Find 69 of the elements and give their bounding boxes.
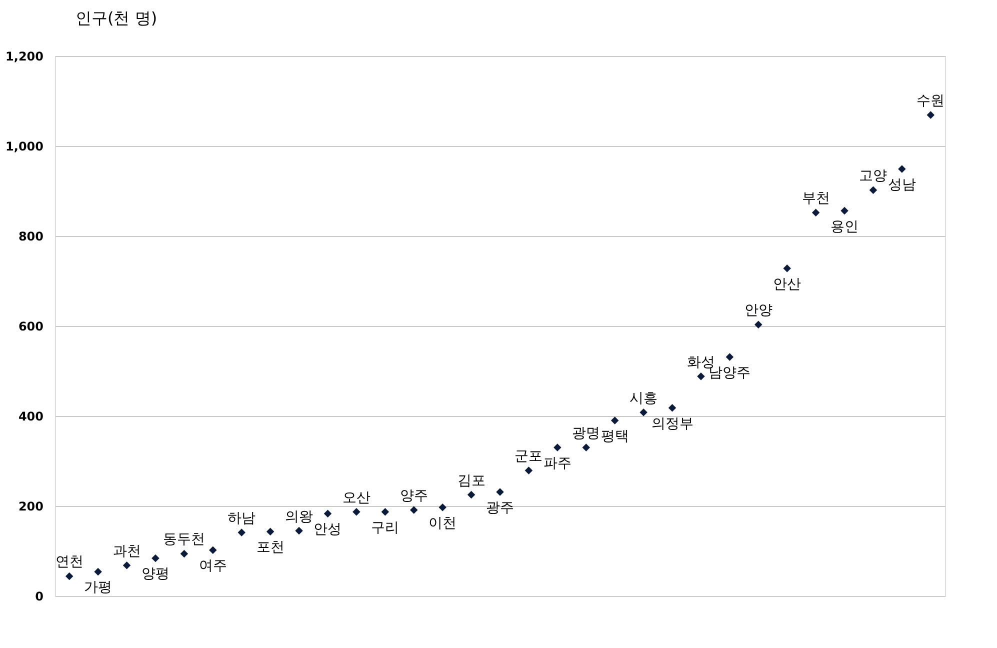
- point: [352, 508, 360, 516]
- point: [266, 528, 274, 536]
- y-tick-label: 0: [35, 590, 44, 604]
- x-tick-label: 용인: [830, 218, 859, 235]
- x-tick-label: 양주: [400, 488, 428, 504]
- point: [152, 554, 160, 562]
- y-tick-label: 400: [18, 410, 44, 424]
- point: [610, 416, 619, 424]
- point: [582, 444, 590, 452]
- point: [381, 508, 390, 516]
- point: [812, 208, 820, 216]
- x-tick-label: 연천: [55, 554, 84, 570]
- point: [783, 264, 791, 272]
- x-tick-label: 시흥: [630, 390, 658, 406]
- point: [697, 372, 705, 380]
- x-tick-label: 성남: [888, 176, 916, 193]
- y-tick-label: 600: [18, 320, 44, 334]
- x-tick-label: 평택: [600, 428, 629, 444]
- x-tick-label: 오산: [342, 490, 370, 506]
- x-tick-label: 구리: [371, 520, 400, 536]
- point: [640, 408, 648, 416]
- x-tick-label: 가평: [84, 580, 112, 596]
- point: [94, 568, 102, 576]
- x-tick-label: 여주: [198, 558, 227, 574]
- point: [754, 320, 762, 329]
- x-tick-label: 화성: [686, 354, 715, 370]
- point: [438, 503, 446, 512]
- x-tick-label: 파주: [543, 456, 572, 472]
- point: [840, 206, 848, 215]
- x-tick-label: 양평: [141, 566, 170, 582]
- point: [295, 526, 303, 535]
- y-axis-title: 인구(천 명): [76, 8, 158, 28]
- point: [467, 490, 476, 499]
- x-tick-label: 의정부: [651, 416, 694, 432]
- point: [554, 444, 562, 452]
- x-tick-label: 동두천: [163, 532, 206, 548]
- point: [122, 562, 131, 570]
- x-tick-label: 과천: [112, 543, 141, 560]
- x-tick-label: 부천: [802, 190, 830, 207]
- x-tick-label: 김포: [457, 472, 486, 489]
- x-tick-label: 안성: [314, 522, 342, 538]
- x-tick-label: 수원: [916, 92, 945, 109]
- y-tick-label: 200: [18, 500, 44, 514]
- x-tick-label: 광주: [486, 500, 514, 516]
- point: [65, 572, 74, 580]
- x-tick-label: 안양: [744, 302, 772, 319]
- point: [926, 111, 935, 119]
- y-tick-label: 1,200: [6, 50, 44, 64]
- x-tick-label: 고양: [859, 168, 888, 184]
- point: [238, 528, 246, 536]
- point: [524, 466, 533, 474]
- point: [324, 510, 332, 518]
- y-tick-label: 800: [18, 230, 44, 244]
- x-tick-label: 의왕: [285, 508, 314, 525]
- point: [496, 488, 504, 496]
- x-tick-label: 안산: [773, 276, 802, 292]
- point: [668, 404, 676, 412]
- x-tick-label: 이천: [428, 515, 457, 532]
- x-tick-label: 포천: [256, 540, 284, 556]
- y-tick-label: 1,000: [6, 140, 44, 154]
- point: [410, 506, 418, 514]
- point: [726, 353, 734, 361]
- x-tick-label: 광명: [572, 426, 600, 442]
- x-tick-label: 하남: [228, 510, 256, 527]
- point: [209, 546, 217, 554]
- point: [869, 186, 878, 194]
- point: [898, 165, 906, 173]
- point: [180, 550, 188, 558]
- x-tick-label: 군포: [514, 448, 543, 464]
